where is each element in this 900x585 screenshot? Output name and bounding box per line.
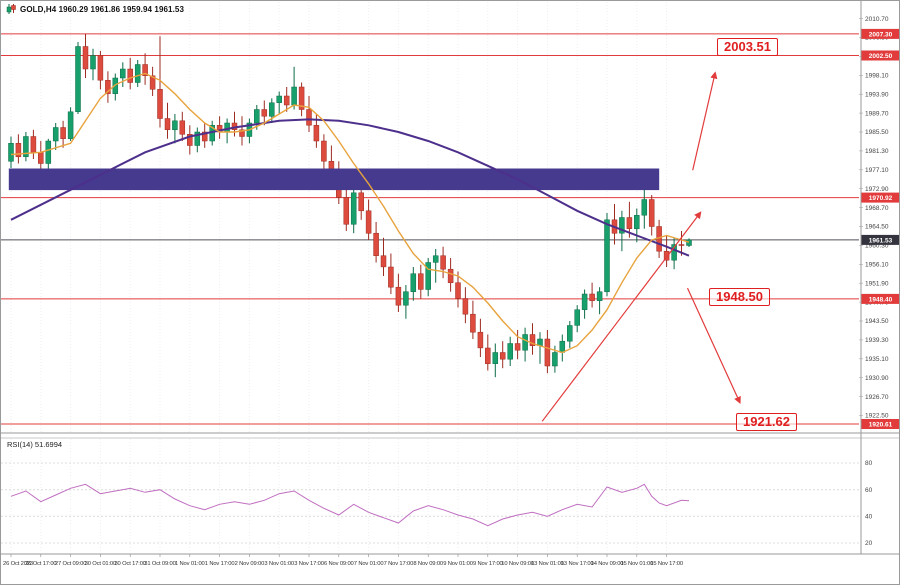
svg-text:40: 40	[865, 514, 873, 521]
svg-text:15 Nov 01:00: 15 Nov 01:00	[620, 561, 653, 567]
svg-text:27 Oct 09:00: 27 Oct 09:00	[55, 561, 86, 567]
svg-text:80: 80	[865, 460, 873, 467]
lower-target-label: 1921.62	[736, 413, 797, 431]
candlestick-icon	[6, 4, 16, 14]
svg-text:14 Nov 09:00: 14 Nov 09:00	[591, 561, 624, 567]
svg-text:1 Nov 17:00: 1 Nov 17:00	[205, 561, 235, 567]
svg-text:1989.70: 1989.70	[865, 110, 889, 117]
svg-text:2007.30: 2007.30	[869, 32, 893, 39]
chart-header: GOLD,H4 1960.29 1961.86 1959.94 1961.53	[6, 4, 184, 14]
svg-text:1961.53: 1961.53	[869, 238, 893, 245]
svg-text:15 Nov 17:00: 15 Nov 17:00	[650, 561, 683, 567]
svg-text:1930.90: 1930.90	[865, 375, 889, 382]
svg-text:1956.10: 1956.10	[865, 262, 889, 269]
svg-text:1920.61: 1920.61	[869, 422, 893, 429]
projection-up	[692, 71, 718, 171]
svg-text:1977.10: 1977.10	[865, 167, 889, 174]
svg-text:1972.90: 1972.90	[865, 186, 889, 193]
svg-text:1985.50: 1985.50	[865, 129, 889, 136]
mid-target-label: 1948.50	[709, 288, 770, 306]
svg-text:1993.90: 1993.90	[865, 91, 889, 98]
svg-text:31 Oct 09:00: 31 Oct 09:00	[144, 561, 175, 567]
svg-text:2 Nov 09:00: 2 Nov 09:00	[235, 561, 265, 567]
svg-text:3 Nov 01:00: 3 Nov 01:00	[264, 561, 294, 567]
svg-text:1935.10: 1935.10	[865, 356, 889, 363]
svg-text:1 Nov 01:00: 1 Nov 01:00	[175, 561, 205, 567]
svg-text:1939.30: 1939.30	[865, 337, 889, 344]
svg-text:1981.30: 1981.30	[865, 148, 889, 155]
svg-text:1951.90: 1951.90	[865, 280, 889, 287]
svg-text:1922.50: 1922.50	[865, 413, 889, 420]
chart-title: GOLD,H4 1960.29 1961.86 1959.94 1961.53	[20, 4, 185, 14]
svg-text:7 Nov 17:00: 7 Nov 17:00	[384, 561, 414, 567]
candles	[8, 33, 692, 378]
svg-text:2002.50: 2002.50	[869, 53, 893, 60]
svg-text:13 Nov 01:00: 13 Nov 01:00	[531, 561, 564, 567]
svg-text:26 Oct 2023: 26 Oct 2023	[3, 561, 33, 567]
svg-text:13 Nov 17:00: 13 Nov 17:00	[561, 561, 594, 567]
svg-text:1948.40: 1948.40	[869, 297, 893, 304]
rsi-line	[10, 483, 690, 527]
upper-target-label: 2003.51	[717, 38, 778, 56]
svg-text:60: 60	[865, 487, 873, 494]
rsi-indicator-label: RSI(14) 51.6994	[7, 440, 63, 449]
svg-text:1998.10: 1998.10	[865, 73, 889, 80]
price-axis: 2010.702006.502002.301998.101993.901989.…	[859, 16, 899, 547]
grid	[1, 2, 859, 553]
svg-text:3 Nov 17:00: 3 Nov 17:00	[294, 561, 324, 567]
svg-text:1926.70: 1926.70	[865, 394, 889, 401]
svg-text:26 Oct 17:00: 26 Oct 17:00	[25, 561, 56, 567]
svg-text:9 Nov 17:00: 9 Nov 17:00	[473, 561, 503, 567]
svg-text:7 Nov 01:00: 7 Nov 01:00	[354, 561, 384, 567]
pane-borders	[1, 1, 899, 555]
svg-text:20: 20	[865, 540, 873, 547]
projection-down	[686, 287, 741, 404]
svg-text:10 Nov 09:00: 10 Nov 09:00	[501, 561, 534, 567]
ma-slow-line	[10, 118, 690, 257]
svg-text:1943.50: 1943.50	[865, 318, 889, 325]
svg-text:6 Nov 09:00: 6 Nov 09:00	[324, 561, 354, 567]
svg-text:2010.70: 2010.70	[865, 16, 889, 23]
ma-fast-line	[10, 72, 690, 354]
svg-text:8 Nov 09:00: 8 Nov 09:00	[413, 561, 443, 567]
svg-text:1970.92: 1970.92	[869, 195, 893, 202]
svg-text:30 Oct 01:00: 30 Oct 01:00	[85, 561, 116, 567]
svg-text:1964.50: 1964.50	[865, 224, 889, 231]
svg-text:30 Oct 17:00: 30 Oct 17:00	[114, 561, 145, 567]
svg-text:1968.70: 1968.70	[865, 205, 889, 212]
trend-arrows	[541, 71, 741, 422]
supply-zone-rect	[8, 168, 660, 191]
svg-text:1960.30: 1960.30	[865, 243, 889, 250]
svg-text:9 Nov 01:00: 9 Nov 01:00	[443, 561, 473, 567]
